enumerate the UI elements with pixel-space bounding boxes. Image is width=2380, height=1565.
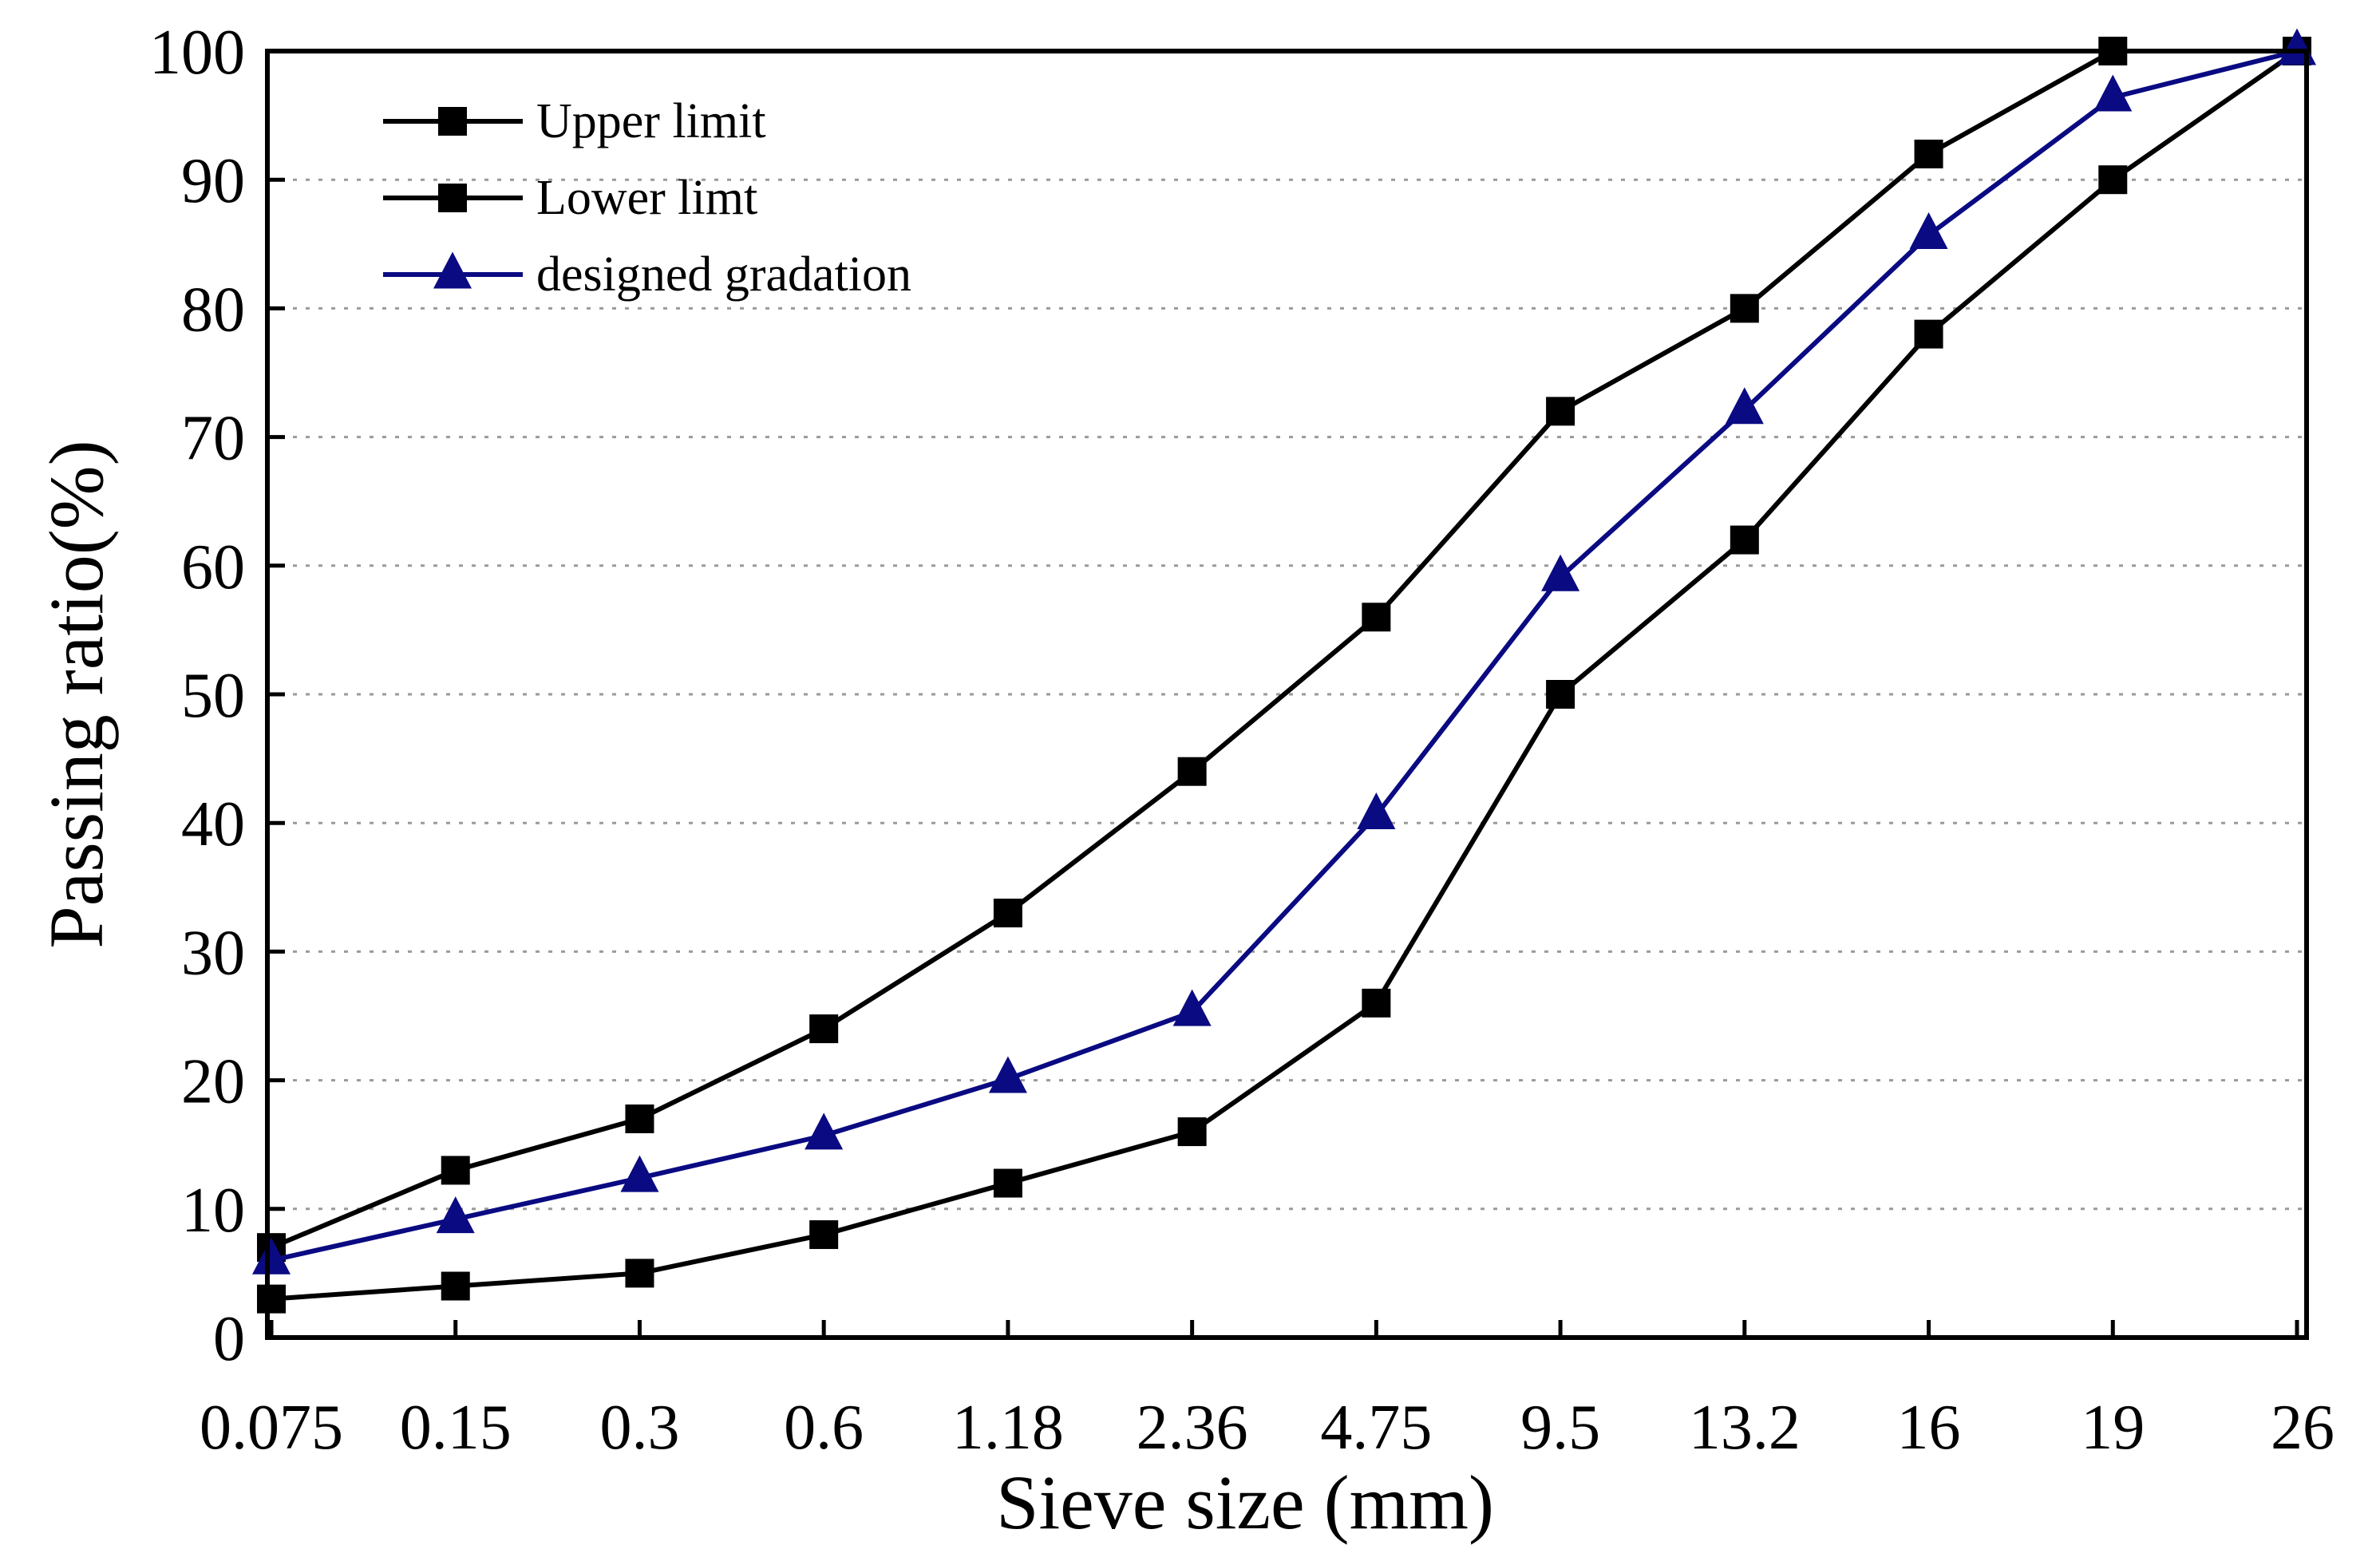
y-axis: 0 10 20 30 40 50 60 70 80 90 100 xyxy=(149,18,285,1374)
triangle-point xyxy=(620,1155,659,1192)
legend-item: Upper limit xyxy=(383,94,766,148)
y-tick-label: 20 xyxy=(181,1047,245,1117)
square-point xyxy=(1546,397,1575,426)
triangle-point xyxy=(2093,74,2133,112)
legend-label: Upper limit xyxy=(536,94,766,148)
y-tick-label: 80 xyxy=(181,275,245,345)
series-line xyxy=(271,49,2299,1302)
square-point xyxy=(1914,319,1943,349)
y-tick-label: 40 xyxy=(181,789,245,860)
x-tick-label: 26 xyxy=(2271,1393,2335,1463)
square-point xyxy=(1546,680,1575,709)
triangle-point xyxy=(1357,792,1396,830)
series-line xyxy=(271,49,2298,1263)
series-line xyxy=(270,49,2297,1250)
series-1 xyxy=(257,37,2311,1314)
x-axis: 0.075 0.15 0.3 0.6 1.18 2.36 4.75 9.5 13.2 16 19 26 xyxy=(200,1320,2335,1463)
x-axis-title: Sieve size (mm) xyxy=(996,1460,1494,1545)
triangle-point xyxy=(1541,554,1580,591)
series-2 xyxy=(252,28,2316,1275)
x-tick-label: 2.36 xyxy=(1137,1393,1248,1463)
square-point xyxy=(441,1271,470,1301)
legend-marker xyxy=(438,184,467,212)
x-tick-label: 16 xyxy=(1897,1393,1961,1463)
legend-marker xyxy=(433,251,472,289)
square-point xyxy=(1914,139,1943,168)
triangle-point xyxy=(1725,387,1764,425)
x-tick-label: 4.75 xyxy=(1320,1393,1432,1463)
y-tick-label: 90 xyxy=(181,146,245,216)
x-tick-label: 13.2 xyxy=(1689,1393,1801,1463)
square-point xyxy=(1177,1117,1207,1147)
square-point xyxy=(1177,757,1207,786)
x-tick-label: 0.6 xyxy=(784,1393,864,1463)
square-point xyxy=(625,1259,654,1288)
x-tick-label: 0.075 xyxy=(200,1393,343,1463)
y-axis-title: Passing ratio(%) xyxy=(34,440,119,948)
legend-item: designed gradation xyxy=(383,247,911,302)
square-point xyxy=(993,899,1022,928)
y-tick-label: 0 xyxy=(213,1304,245,1374)
square-point xyxy=(809,1014,839,1044)
triangle-point xyxy=(805,1112,844,1150)
triangle-point xyxy=(1172,989,1212,1026)
square-point xyxy=(993,1168,1022,1198)
triangle-point xyxy=(988,1056,1027,1093)
legend-item: Lower limt xyxy=(383,171,757,225)
legend-marker xyxy=(438,107,467,136)
square-point xyxy=(809,1220,839,1250)
square-point xyxy=(1730,294,1759,323)
y-tick-label: 70 xyxy=(181,404,245,474)
x-tick-label: 0.15 xyxy=(400,1393,512,1463)
grid xyxy=(267,178,2307,1211)
y-tick-label: 10 xyxy=(181,1176,245,1246)
x-tick-label: 0.3 xyxy=(599,1393,679,1463)
square-point xyxy=(1362,603,1391,632)
y-tick-label: 60 xyxy=(181,532,245,603)
square-point xyxy=(2098,165,2128,195)
square-point xyxy=(1730,525,1759,555)
triangle-point xyxy=(1909,211,1948,249)
legend: Upper limit Lower limt designed gradation xyxy=(383,94,911,302)
triangle-point xyxy=(252,1237,291,1275)
x-tick-label: 19 xyxy=(2081,1393,2145,1463)
triangle-point xyxy=(436,1196,475,1234)
x-tick-label: 1.18 xyxy=(952,1393,1064,1463)
y-tick-label: 30 xyxy=(181,918,245,988)
x-tick-label: 9.5 xyxy=(1520,1393,1600,1463)
square-point xyxy=(441,1156,470,1185)
legend-label: Lower limt xyxy=(536,171,757,225)
square-point xyxy=(257,1284,286,1314)
square-point xyxy=(625,1104,654,1133)
y-tick-label: 100 xyxy=(149,18,245,88)
y-tick-label: 50 xyxy=(181,661,245,731)
square-point xyxy=(1362,988,1391,1018)
legend-label: designed gradation xyxy=(536,247,911,302)
